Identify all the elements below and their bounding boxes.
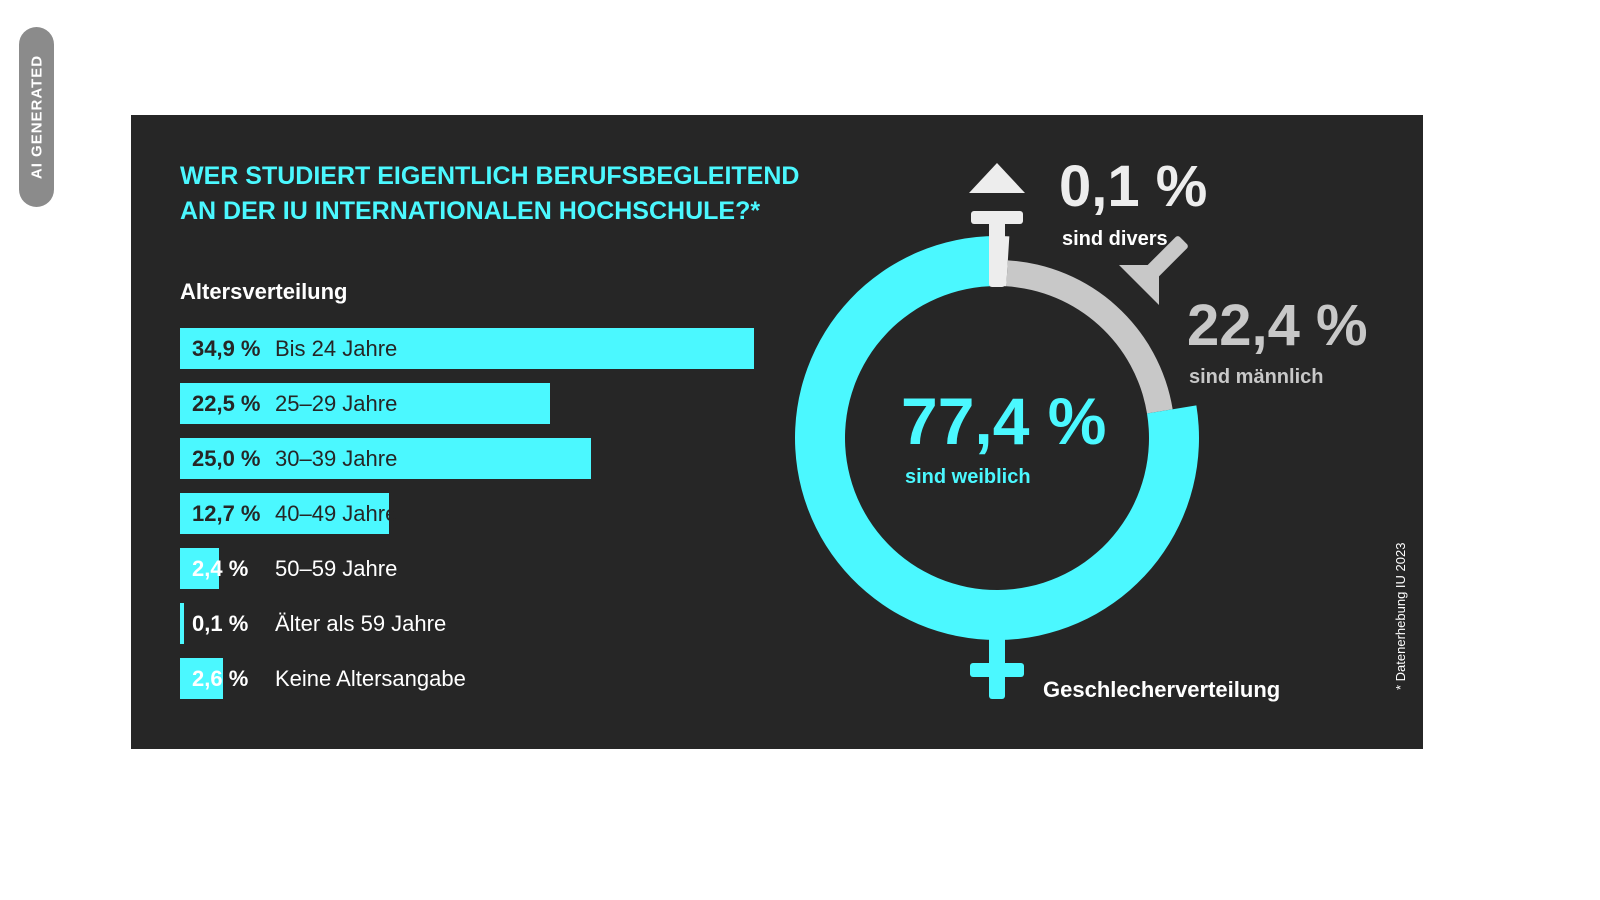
diverse-symbol-crossbar (971, 211, 1023, 224)
age-row: 0,1 % Älter als 59 Jahre (180, 603, 780, 644)
ai-generated-badge: AI GENERATED (19, 27, 54, 207)
age-category-label: 50–59 Jahre (275, 556, 398, 581)
age-value-label: 2,4 % (192, 556, 249, 581)
diverse-value-label: 0,1 % (1059, 154, 1208, 219)
age-bar (180, 658, 223, 699)
age-row: 25,0 % 30–39 Jahre (180, 438, 780, 479)
female-label: sind weiblich (905, 466, 1031, 488)
male-value-label: 22,4 % (1187, 293, 1368, 358)
ai-generated-label: AI GENERATED (28, 54, 45, 180)
age-bar (180, 603, 184, 644)
age-value-label: 12,7 % (192, 501, 261, 526)
age-chart-title: Altersverteilung (180, 279, 348, 304)
infographic-panel: WER STUDIERT EIGENTLICH BERUFSBEGLEITEND… (131, 115, 1423, 749)
diverse-symbol-stem (989, 215, 1005, 287)
age-bar (180, 383, 551, 424)
age-value-label: 2,6 % (192, 666, 249, 691)
infographic-title: WER STUDIERT EIGENTLICH BERUFSBEGLEITEND… (180, 159, 880, 229)
age-bar (180, 438, 592, 479)
age-value-label: 34,9 % (192, 336, 261, 361)
age-row: 22,5 % 25–29 Jahre (180, 383, 780, 424)
age-row: 2,4 % 50–59 Jahre (180, 548, 780, 589)
male-donut-segment (1006, 260, 1173, 414)
gender-chart-title: Geschlecherverteilung (1043, 677, 1281, 702)
age-bar (180, 493, 389, 534)
age-row: 2,6 % Keine Altersangabe (180, 658, 780, 699)
diverse-label: sind divers (1062, 228, 1168, 250)
male-symbol-arrow (1119, 265, 1159, 305)
title-line: WER STUDIERT EIGENTLICH BERUFSBEGLEITEND (180, 162, 800, 190)
age-value-label: 0,1 % (192, 611, 249, 636)
age-bar (180, 548, 220, 589)
age-category-label: 40–49 Jahre (275, 501, 398, 526)
female-symbol-crossbar (970, 663, 1024, 677)
age-category-label: 25–29 Jahre (275, 391, 398, 416)
diverse-symbol-arrow (969, 163, 1025, 193)
age-category-label: Keine Altersangabe (275, 666, 466, 691)
age-row: 34,9 % Bis 24 Jahre (180, 328, 780, 369)
age-value-label: 25,0 % (192, 446, 261, 471)
female-value-label: 77,4 % (901, 384, 1107, 458)
age-value-label: 22,5 % (192, 391, 261, 416)
age-category-label: Älter als 59 Jahre (275, 611, 447, 636)
gender-donut-chart (795, 163, 1199, 699)
age-row: 12,7 % 40–49 Jahre (180, 493, 780, 534)
title-line: AN DER IU INTERNATIONALEN HOCHSCHULE?* (180, 197, 761, 225)
age-category-label: 30–39 Jahre (275, 446, 398, 471)
age-category-label: Bis 24 Jahre (275, 336, 398, 361)
footnote: * Datenerhebung IU 2023 (1393, 542, 1408, 690)
male-label: sind männlich (1189, 366, 1324, 388)
age-bar (180, 328, 754, 369)
